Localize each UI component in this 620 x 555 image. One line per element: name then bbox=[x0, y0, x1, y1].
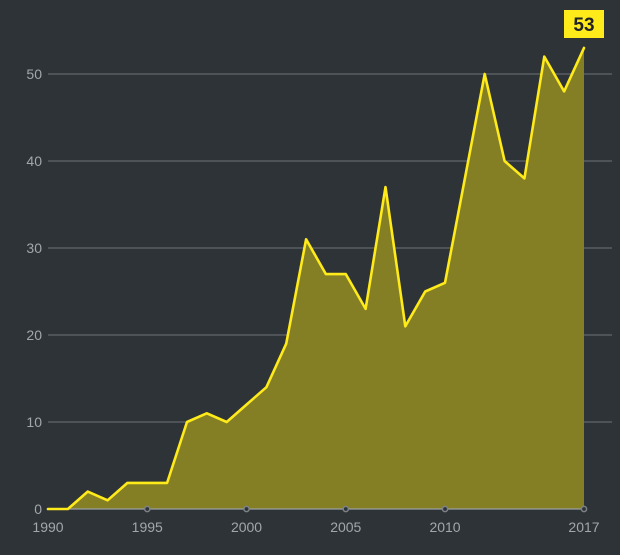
tick-labels: 0 10 20 30 40 50 1990 1995 2000 2005 2010 2017 bbox=[26, 66, 599, 535]
x-axis bbox=[48, 505, 588, 513]
y-tick-label: 40 bbox=[26, 153, 42, 169]
end-value-badge-label: 53 bbox=[573, 15, 594, 36]
x-tick-marker-2017 bbox=[580, 505, 588, 513]
x-tick-label: 1990 bbox=[32, 519, 63, 535]
y-tick-label: 30 bbox=[26, 240, 42, 256]
end-value-badge: 53 bbox=[564, 10, 604, 38]
end-value-badge-background bbox=[564, 10, 604, 38]
x-tick-marker-2010 bbox=[441, 505, 449, 513]
x-tick-label: 2010 bbox=[429, 519, 460, 535]
series-area bbox=[48, 47, 584, 510]
x-tick-label: 2000 bbox=[231, 519, 262, 535]
area-layer bbox=[48, 47, 584, 510]
x-tick-label: 1995 bbox=[132, 519, 163, 535]
x-tick-marker-2005 bbox=[342, 505, 350, 513]
series-line bbox=[46, 46, 586, 511]
series-line-layer bbox=[46, 46, 586, 511]
y-tick-label: 0 bbox=[34, 501, 42, 517]
y-tick-label: 20 bbox=[26, 327, 42, 343]
x-tick-marker-2000 bbox=[243, 505, 250, 513]
y-tick-label: 50 bbox=[26, 66, 42, 82]
y-tick-label: 10 bbox=[26, 414, 42, 430]
x-tick-label: 2017 bbox=[568, 519, 599, 535]
x-tick-label: 2005 bbox=[330, 519, 361, 535]
x-tick-marker-1995 bbox=[143, 505, 151, 513]
